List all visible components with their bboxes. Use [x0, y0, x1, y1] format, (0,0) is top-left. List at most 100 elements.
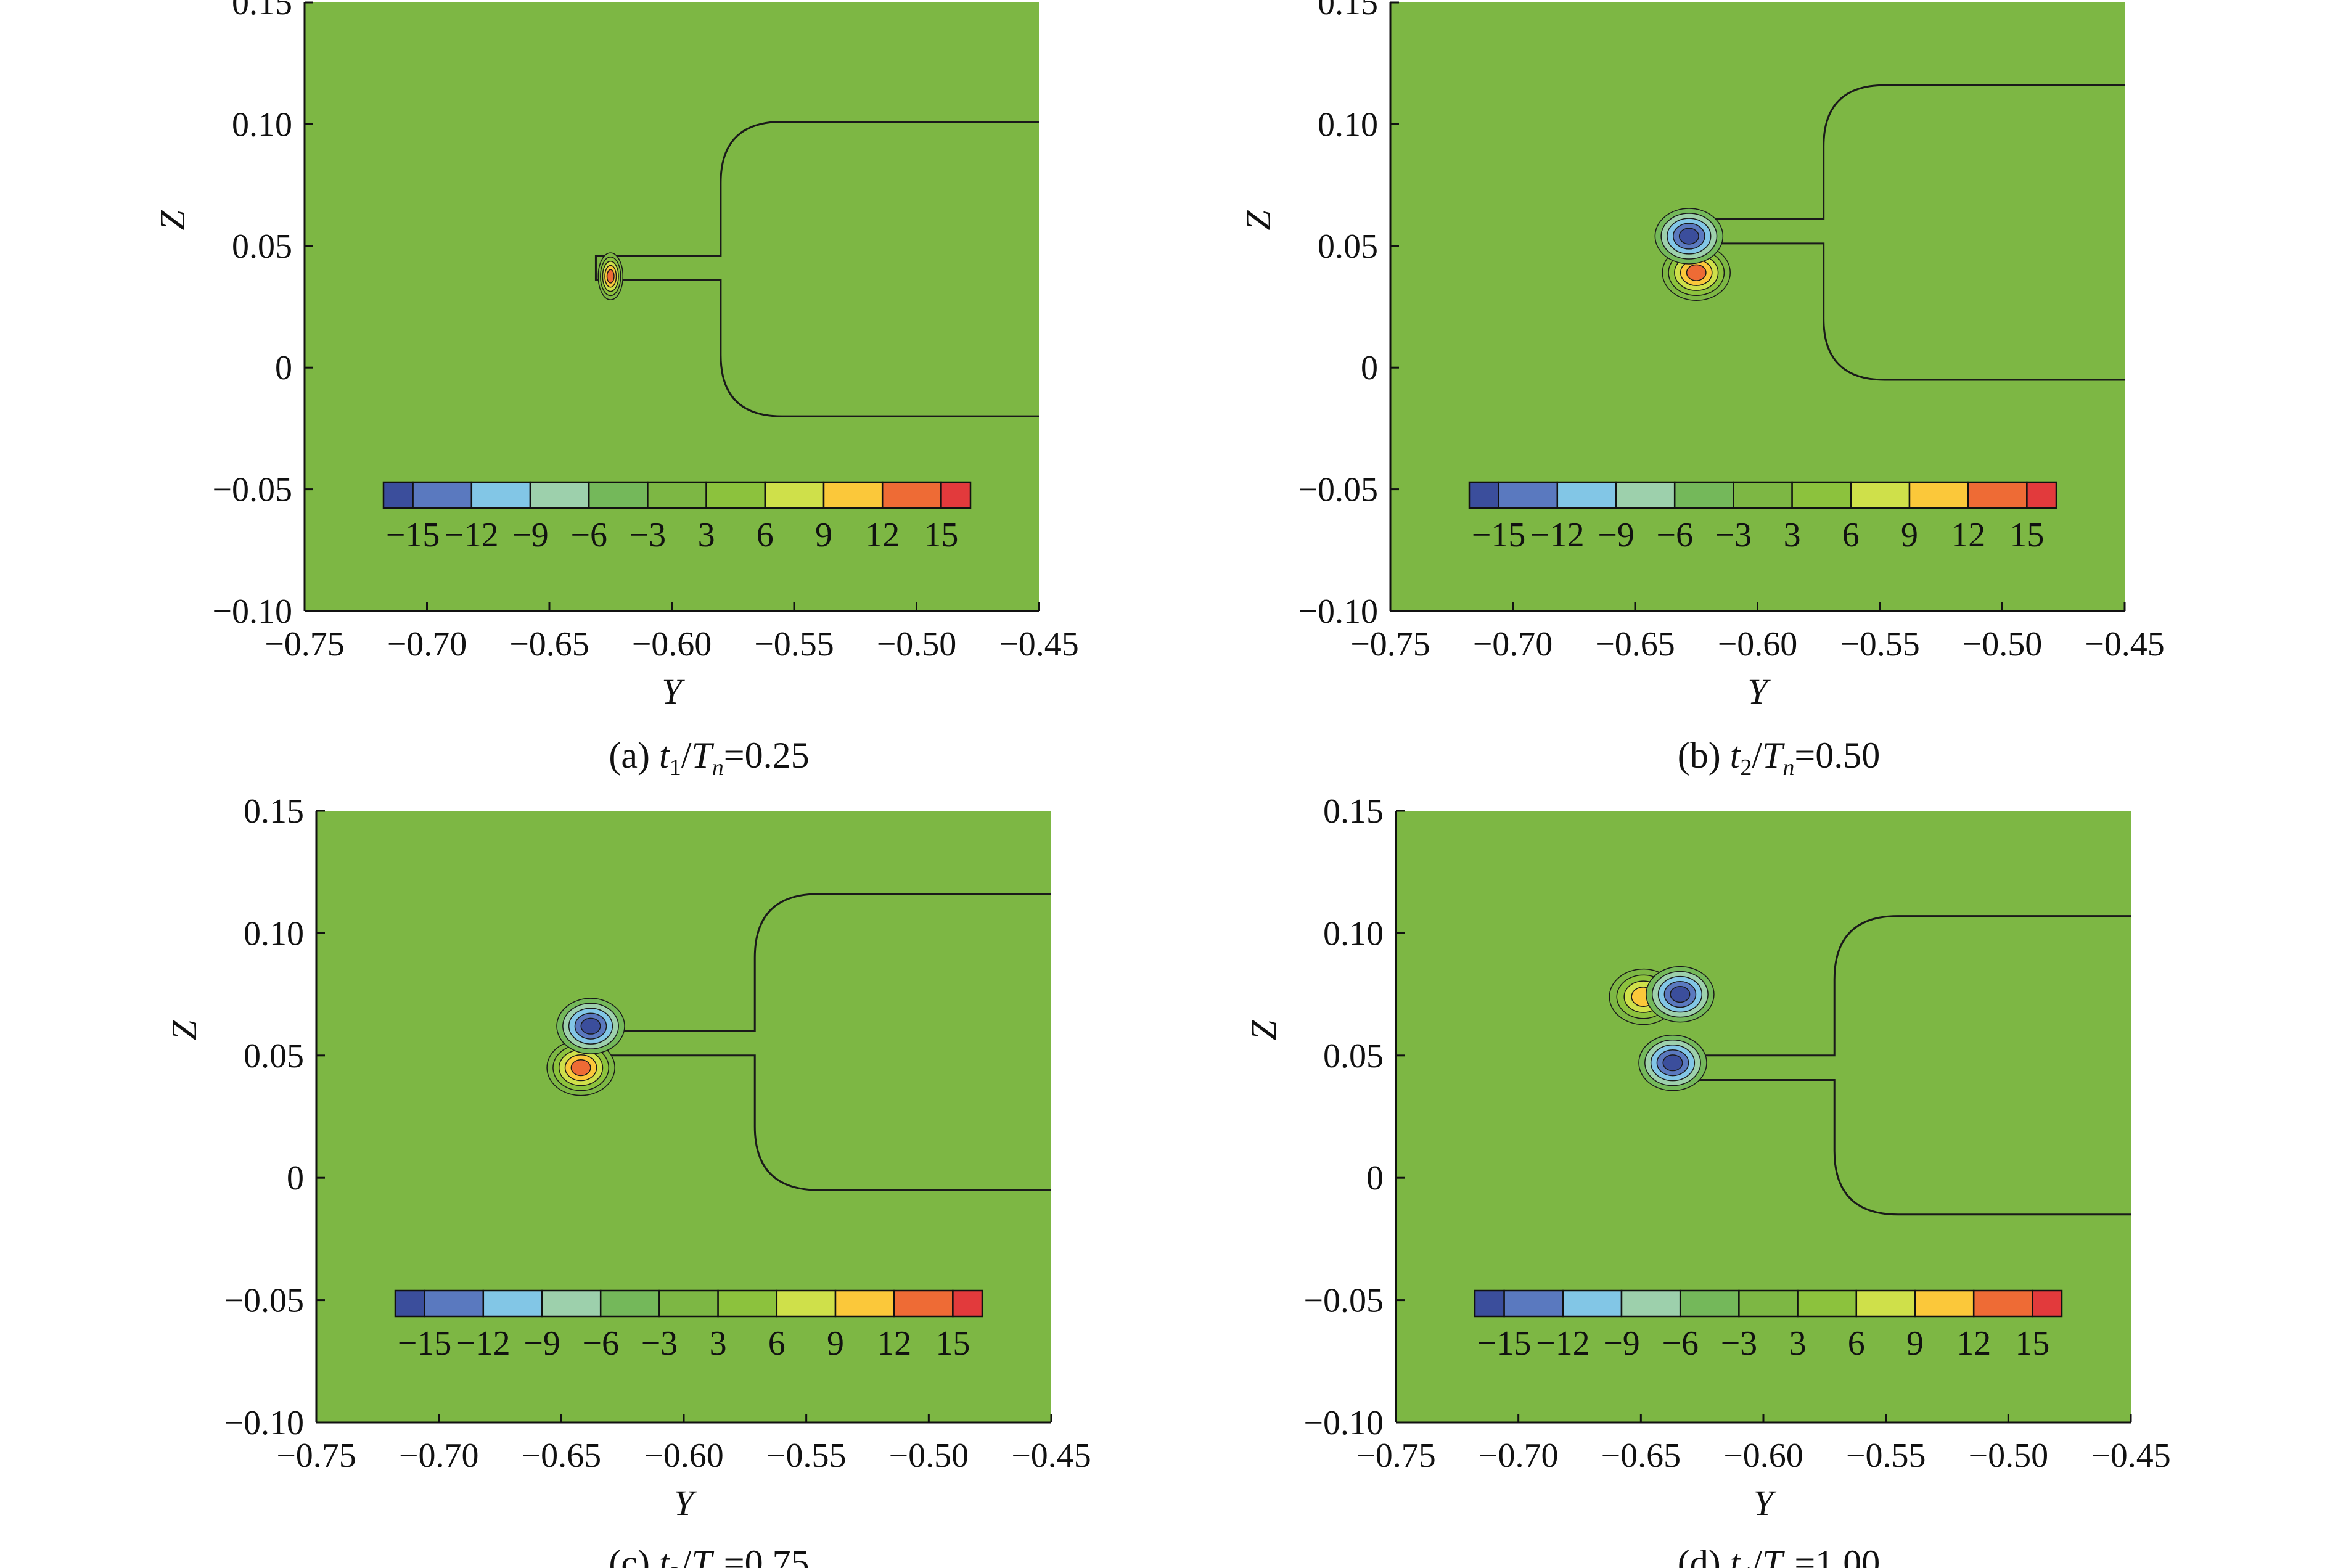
colorbar-swatch: [1562, 1289, 1623, 1318]
colorbar-tick-label: −9: [1598, 516, 1635, 554]
x-tick-label: −0.65: [1595, 625, 1675, 663]
y-tick-label: 0.15: [1323, 792, 1384, 831]
x-tick-label: −0.55: [754, 625, 834, 663]
y-axis-label: Z: [164, 1020, 204, 1040]
x-tick-label: −0.75: [1350, 625, 1430, 663]
vortex-contour: [1670, 985, 1691, 1003]
vortex-positive-0: [597, 252, 623, 300]
colorbar-swatch: [1797, 1289, 1858, 1318]
x-tick-label: −0.70: [387, 625, 467, 663]
x-tick-label: −0.55: [766, 1437, 847, 1475]
caption-t-sub: 4: [1740, 1562, 1752, 1568]
colorbar-tick-label: 9: [815, 516, 832, 554]
x-tick-label: −0.60: [1723, 1437, 1803, 1475]
colorbar-swatch: [1738, 1289, 1799, 1318]
colorbar-swatch: [776, 1289, 837, 1318]
colorbar-tick-label: 9: [1901, 516, 1918, 554]
panel-caption: (b) t2/Tn=0.50: [1678, 735, 1881, 781]
colorbar-swatch: [940, 481, 972, 509]
x-tick-label: −0.45: [999, 625, 1079, 663]
caption-T-sub: n: [1782, 755, 1794, 781]
y-tick-label: 0.10: [232, 105, 292, 144]
colorbar: −15 −12 −9 −6 −3 3 6 9 12 15: [1474, 1289, 2063, 1363]
caption-value: =0.25: [724, 735, 810, 776]
x-tick-label: −0.65: [522, 1437, 602, 1475]
colorbar-swatch: [1498, 481, 1559, 509]
colorbar-swatch: [541, 1289, 602, 1318]
colorbar-swatch: [1620, 1289, 1681, 1318]
x-tick-label: −0.45: [1011, 1437, 1091, 1475]
y-tick-label: −0.05: [224, 1282, 304, 1320]
y-tick-label: 0.15: [1318, 0, 1378, 22]
x-tick-label: −0.55: [1846, 1437, 1926, 1475]
colorbar-swatch: [588, 481, 649, 509]
colorbar: −15 −12 −9 −6 −3 3 6 9 12 15: [394, 1289, 983, 1363]
y-tick-label: 0: [275, 349, 292, 387]
y-tick-label: 0.10: [1323, 914, 1384, 953]
colorbar-swatch: [834, 1289, 895, 1318]
y-axis-label: Z: [152, 210, 192, 231]
colorbar-swatch: [764, 481, 825, 509]
colorbar-tick-label: 9: [827, 1324, 844, 1363]
caption-t: t: [659, 735, 670, 776]
panel-caption: (c) t3/Tn=0.75: [609, 1543, 809, 1568]
colorbar-swatch: [893, 1289, 954, 1318]
colorbar-tick-label: −6: [570, 516, 607, 554]
colorbar-tick-label: 15: [2009, 516, 2044, 554]
caption-t-sub: 3: [670, 1562, 681, 1568]
caption-prefix: (c): [609, 1543, 659, 1568]
colorbar-swatch: [2032, 1289, 2063, 1318]
colorbar-swatch: [470, 481, 531, 509]
caption-t: t: [1730, 735, 1741, 776]
vortex-negative-2: [1638, 1034, 1707, 1091]
colorbar-tick-label: 3: [1789, 1324, 1807, 1363]
x-tick-label: −0.50: [877, 625, 957, 663]
vortex-positive-0: [546, 1039, 615, 1096]
colorbar-swatch: [1679, 1289, 1740, 1318]
x-axis-label: Y: [674, 1483, 697, 1523]
x-tick-label: −0.75: [276, 1437, 356, 1475]
y-tick-label: 0: [1366, 1159, 1384, 1197]
colorbar-swatch: [1474, 1289, 1505, 1318]
colorbar: −15 −12 −9 −6 −3 3 6 9 12 15: [1468, 481, 2057, 554]
colorbar-swatch: [1615, 481, 1676, 509]
y-tick-label: 0.05: [244, 1037, 304, 1075]
caption-prefix: (a): [609, 735, 659, 776]
y-tick-label: 0: [1361, 349, 1378, 387]
colorbar-swatch: [482, 1289, 543, 1318]
colorbar-tick-label: 3: [710, 1324, 727, 1363]
colorbar-tick-label: 15: [935, 1324, 970, 1363]
colorbar-tick-label: −12: [445, 516, 499, 554]
x-tick-label: −0.70: [1479, 1437, 1559, 1475]
caption-T-sub: n: [712, 755, 724, 781]
panel-caption: (a) t1/Tn=0.25: [609, 735, 809, 781]
colorbar-swatch: [822, 481, 884, 509]
y-tick-label: 0.10: [1318, 105, 1378, 144]
vortex-contour: [606, 269, 615, 284]
caption-t-sub: 2: [1740, 755, 1752, 781]
colorbar-tick-label: 6: [1848, 1324, 1865, 1363]
colorbar-tick-label: 3: [1784, 516, 1801, 554]
y-tick-label: −0.10: [1303, 1404, 1384, 1442]
caption-slash: /: [1752, 735, 1762, 776]
colorbar-tick-label: −3: [1715, 516, 1752, 554]
y-tick-label: −0.05: [1303, 1282, 1384, 1320]
y-tick-label: −0.05: [1298, 471, 1378, 509]
colorbar-swatch: [647, 481, 707, 509]
colorbar-tick-label: −12: [1530, 516, 1585, 554]
colorbar-tick-label: −6: [1662, 1324, 1699, 1363]
x-axis-label: Y: [662, 671, 685, 712]
y-tick-label: −0.10: [212, 593, 292, 631]
y-tick-label: −0.10: [224, 1404, 304, 1442]
caption-slash: /: [681, 1543, 692, 1568]
caption-t: t: [1730, 1543, 1741, 1568]
x-tick-label: −0.50: [889, 1437, 969, 1475]
caption-T-sub: n: [712, 1562, 724, 1568]
colorbar-tick-label: −3: [1721, 1324, 1758, 1363]
colorbar-tick-label: −9: [512, 516, 549, 554]
body-outline: [594, 120, 1039, 417]
colorbar-swatch: [1791, 481, 1852, 509]
x-tick-label: −0.50: [1963, 625, 2043, 663]
vortex-contour: [580, 1017, 601, 1035]
colorbar-tick-label: 12: [1956, 1324, 1991, 1363]
